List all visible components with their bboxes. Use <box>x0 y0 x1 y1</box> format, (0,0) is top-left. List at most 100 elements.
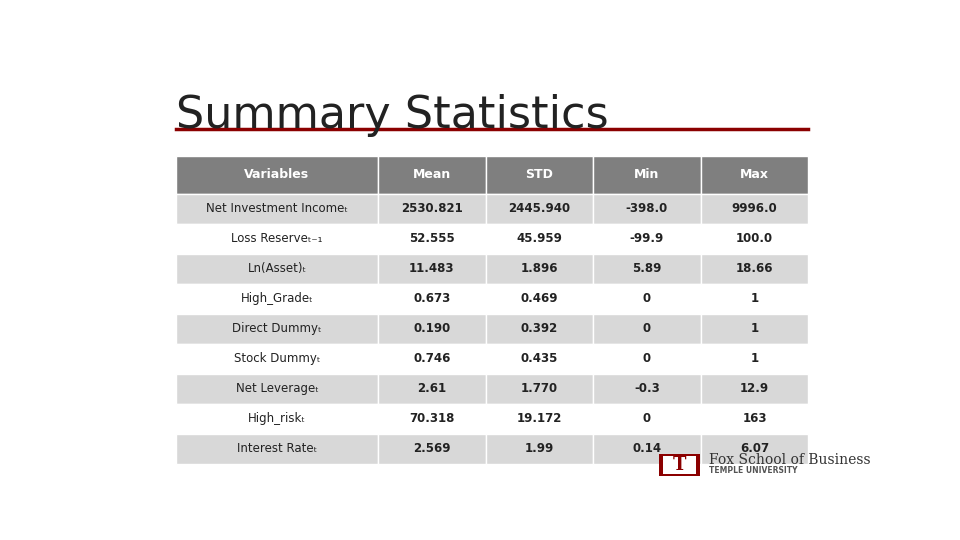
Text: 2.569: 2.569 <box>413 442 450 455</box>
FancyBboxPatch shape <box>593 156 701 194</box>
Text: Interest Rateₜ: Interest Rateₜ <box>237 442 317 455</box>
Text: 0: 0 <box>643 322 651 335</box>
FancyBboxPatch shape <box>593 344 701 374</box>
FancyBboxPatch shape <box>176 156 378 194</box>
FancyBboxPatch shape <box>176 284 378 314</box>
Text: Fox School of Business: Fox School of Business <box>709 454 871 468</box>
Text: 12.9: 12.9 <box>740 382 769 395</box>
FancyBboxPatch shape <box>593 224 701 254</box>
Text: STD: STD <box>525 168 553 181</box>
FancyBboxPatch shape <box>486 156 593 194</box>
Text: 0: 0 <box>643 413 651 426</box>
Text: 0.392: 0.392 <box>521 322 558 335</box>
Text: 5.89: 5.89 <box>633 262 661 275</box>
Text: 1.896: 1.896 <box>520 262 558 275</box>
Text: 2.61: 2.61 <box>418 382 446 395</box>
Text: 0.469: 0.469 <box>520 292 558 305</box>
FancyBboxPatch shape <box>176 224 378 254</box>
FancyBboxPatch shape <box>176 344 378 374</box>
FancyBboxPatch shape <box>593 284 701 314</box>
FancyBboxPatch shape <box>593 194 701 224</box>
Text: Net Investment Incomeₜ: Net Investment Incomeₜ <box>206 202 348 215</box>
FancyBboxPatch shape <box>701 284 808 314</box>
Text: TEMPLE UNIVERSITY: TEMPLE UNIVERSITY <box>709 465 798 475</box>
FancyBboxPatch shape <box>486 374 593 404</box>
FancyBboxPatch shape <box>176 194 378 224</box>
Text: 0: 0 <box>643 353 651 366</box>
FancyBboxPatch shape <box>176 404 378 434</box>
FancyBboxPatch shape <box>176 434 378 464</box>
Text: 0.746: 0.746 <box>413 353 450 366</box>
FancyBboxPatch shape <box>378 156 486 194</box>
Text: Ln(Asset)ₜ: Ln(Asset)ₜ <box>248 262 306 275</box>
Text: Loss Reserveₜ₋₁: Loss Reserveₜ₋₁ <box>231 232 323 245</box>
Text: 1: 1 <box>751 292 758 305</box>
FancyBboxPatch shape <box>701 314 808 344</box>
FancyBboxPatch shape <box>486 224 593 254</box>
FancyBboxPatch shape <box>378 434 486 464</box>
FancyBboxPatch shape <box>701 404 808 434</box>
Text: Net Leverageₜ: Net Leverageₜ <box>235 382 319 395</box>
Text: 19.172: 19.172 <box>516 413 563 426</box>
FancyBboxPatch shape <box>176 314 378 344</box>
Text: 11.483: 11.483 <box>409 262 455 275</box>
FancyBboxPatch shape <box>486 254 593 284</box>
FancyBboxPatch shape <box>701 254 808 284</box>
Text: 163: 163 <box>742 413 767 426</box>
FancyBboxPatch shape <box>701 224 808 254</box>
Text: Min: Min <box>635 168 660 181</box>
Text: -398.0: -398.0 <box>626 202 668 215</box>
Text: Variables: Variables <box>245 168 309 181</box>
FancyBboxPatch shape <box>701 434 808 464</box>
FancyBboxPatch shape <box>378 254 486 284</box>
FancyBboxPatch shape <box>701 156 808 194</box>
Text: High_Gradeₜ: High_Gradeₜ <box>241 292 313 305</box>
FancyBboxPatch shape <box>593 314 701 344</box>
Text: 70.318: 70.318 <box>409 413 455 426</box>
Text: -99.9: -99.9 <box>630 232 664 245</box>
Text: Max: Max <box>740 168 769 181</box>
FancyBboxPatch shape <box>593 404 701 434</box>
FancyBboxPatch shape <box>486 194 593 224</box>
Text: 9996.0: 9996.0 <box>732 202 778 215</box>
FancyBboxPatch shape <box>701 344 808 374</box>
Text: 52.555: 52.555 <box>409 232 455 245</box>
Text: 18.66: 18.66 <box>735 262 773 275</box>
Text: T: T <box>673 456 686 474</box>
Text: 100.0: 100.0 <box>736 232 773 245</box>
FancyBboxPatch shape <box>593 374 701 404</box>
Text: Direct Dummyₜ: Direct Dummyₜ <box>232 322 322 335</box>
FancyBboxPatch shape <box>486 284 593 314</box>
FancyBboxPatch shape <box>176 374 378 404</box>
Text: 1.99: 1.99 <box>525 442 554 455</box>
FancyBboxPatch shape <box>378 374 486 404</box>
Text: 1: 1 <box>751 322 758 335</box>
Text: 6.07: 6.07 <box>740 442 769 455</box>
Text: 45.959: 45.959 <box>516 232 563 245</box>
FancyBboxPatch shape <box>378 224 486 254</box>
Text: 1: 1 <box>751 353 758 366</box>
FancyBboxPatch shape <box>378 194 486 224</box>
FancyBboxPatch shape <box>378 404 486 434</box>
Text: -0.3: -0.3 <box>634 382 660 395</box>
Text: Mean: Mean <box>413 168 451 181</box>
FancyBboxPatch shape <box>378 344 486 374</box>
Text: 0.190: 0.190 <box>414 322 450 335</box>
FancyBboxPatch shape <box>486 434 593 464</box>
Text: 2445.940: 2445.940 <box>509 202 570 215</box>
FancyBboxPatch shape <box>660 454 701 476</box>
Text: Stock Dummyₜ: Stock Dummyₜ <box>234 353 321 366</box>
FancyBboxPatch shape <box>701 374 808 404</box>
FancyBboxPatch shape <box>176 254 378 284</box>
Text: 1.770: 1.770 <box>521 382 558 395</box>
Text: 2530.821: 2530.821 <box>401 202 463 215</box>
Text: 0: 0 <box>643 292 651 305</box>
FancyBboxPatch shape <box>593 434 701 464</box>
FancyBboxPatch shape <box>663 456 696 474</box>
FancyBboxPatch shape <box>701 194 808 224</box>
Text: 0.435: 0.435 <box>520 353 558 366</box>
Text: 0.673: 0.673 <box>414 292 450 305</box>
FancyBboxPatch shape <box>486 344 593 374</box>
FancyBboxPatch shape <box>593 254 701 284</box>
Text: Summary Statistics: Summary Statistics <box>176 94 609 137</box>
